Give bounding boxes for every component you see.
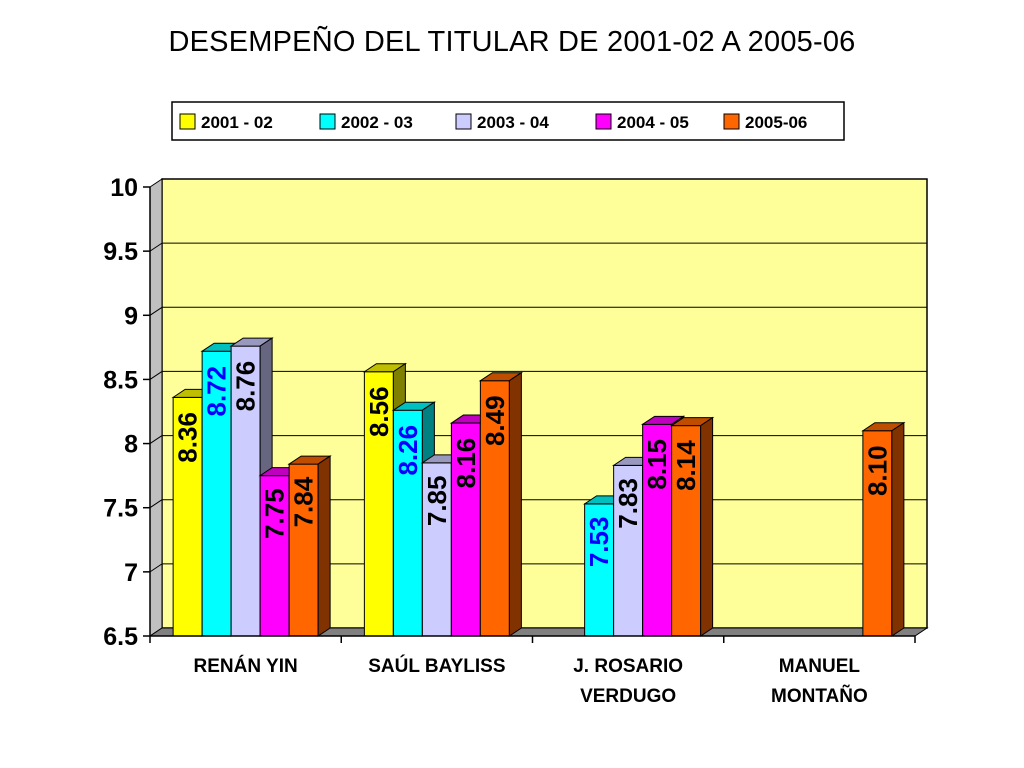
legend-item: 2002 - 03	[319, 113, 413, 132]
bar-side	[700, 416, 714, 637]
chart-title: DESEMPEÑO DEL TITULAR DE 2001-02 A 2005-…	[168, 26, 856, 58]
legend-item: 2001 - 02	[179, 113, 273, 132]
gridline-depth	[149, 306, 163, 316]
legend-swatch	[723, 113, 740, 130]
legend-swatch	[179, 113, 196, 130]
bar-front	[671, 425, 702, 637]
data-labels: 8.36 8.56 8.72 8.26 7.53 8.76 7.85 7.83 7.75 8.16…	[173, 361, 893, 567]
y-tick-label: 6.5	[103, 623, 138, 651]
category-label: SAÚL BAYLISS	[368, 655, 505, 677]
gridline-depth	[149, 563, 163, 573]
legend: 2001 - 02 2002 - 03 2003 - 04 2004 - 05 2005…	[171, 101, 845, 141]
legend-item: 2003 - 04	[455, 113, 549, 132]
gridline-depth	[149, 371, 163, 380]
bar-front	[450, 422, 481, 637]
data-label: 8.26	[393, 425, 423, 476]
bar	[861, 421, 906, 637]
data-label: 8.14	[671, 440, 701, 491]
y-tick-label: 8.5	[103, 366, 138, 394]
category-label: VERDUGO	[580, 686, 676, 707]
category-label: MANUEL	[779, 656, 861, 677]
legend-swatch	[319, 113, 336, 130]
gridline-depth	[149, 499, 163, 509]
legend-item: 2004 - 05	[595, 113, 689, 132]
data-label: 8.49	[480, 395, 510, 446]
y-tick-label: 7.5	[103, 495, 138, 523]
bar-front	[421, 462, 452, 637]
legend-swatch	[595, 113, 612, 130]
bar-front	[613, 464, 644, 637]
data-label: 7.75	[260, 488, 290, 539]
data-label: 7.53	[584, 517, 614, 568]
bar-front	[862, 430, 893, 637]
data-label: 8.76	[231, 361, 261, 412]
bar	[287, 455, 332, 637]
legend-label: 2005-06	[745, 113, 807, 132]
data-label: 8.36	[173, 412, 203, 463]
data-label: 8.72	[202, 366, 232, 417]
data-label: 7.84	[289, 476, 319, 527]
y-tick-label: 7	[124, 559, 138, 587]
data-label: 8.10	[862, 445, 892, 496]
bar	[478, 371, 524, 637]
bar-front	[259, 475, 290, 637]
y-tick-label: 9.5	[103, 238, 138, 266]
data-label: 7.85	[422, 476, 452, 527]
bar-front	[584, 503, 615, 637]
gridline-depth	[149, 435, 163, 444]
category-label: RENÁN YIN	[194, 655, 298, 677]
y-tick-label: 9	[124, 302, 138, 330]
legend-label: 2003 - 04	[477, 113, 549, 132]
legend-label: 2004 - 05	[617, 113, 689, 132]
legend-item: 2005-06	[723, 113, 807, 132]
data-label: 8.16	[451, 438, 481, 489]
gridline-depth	[149, 242, 163, 252]
bar-front	[288, 463, 319, 637]
category-label: MONTAÑO	[771, 685, 868, 707]
legend-label: 2001 - 02	[201, 113, 273, 132]
bar-side	[891, 421, 905, 637]
y-tick-label: 8	[124, 431, 138, 459]
data-label: 8.15	[642, 439, 672, 490]
y-tick-label: 10	[110, 174, 138, 202]
bars	[171, 337, 906, 637]
data-label: 7.83	[613, 478, 643, 529]
bar-front	[479, 380, 510, 637]
legend-swatch	[455, 113, 472, 130]
bar	[669, 416, 715, 637]
bar-side	[508, 371, 522, 637]
bar-side	[317, 455, 331, 637]
legend-label: 2002 - 03	[341, 113, 413, 132]
axes: 10 9.5 9 8.5 8 7.5 7 6.5 RENÁN YIN SAÚL BAYLISS J.…	[103, 174, 916, 707]
category-label: J. ROSARIO	[573, 656, 683, 677]
bar-front	[642, 423, 673, 637]
data-label: 8.56	[364, 386, 394, 437]
